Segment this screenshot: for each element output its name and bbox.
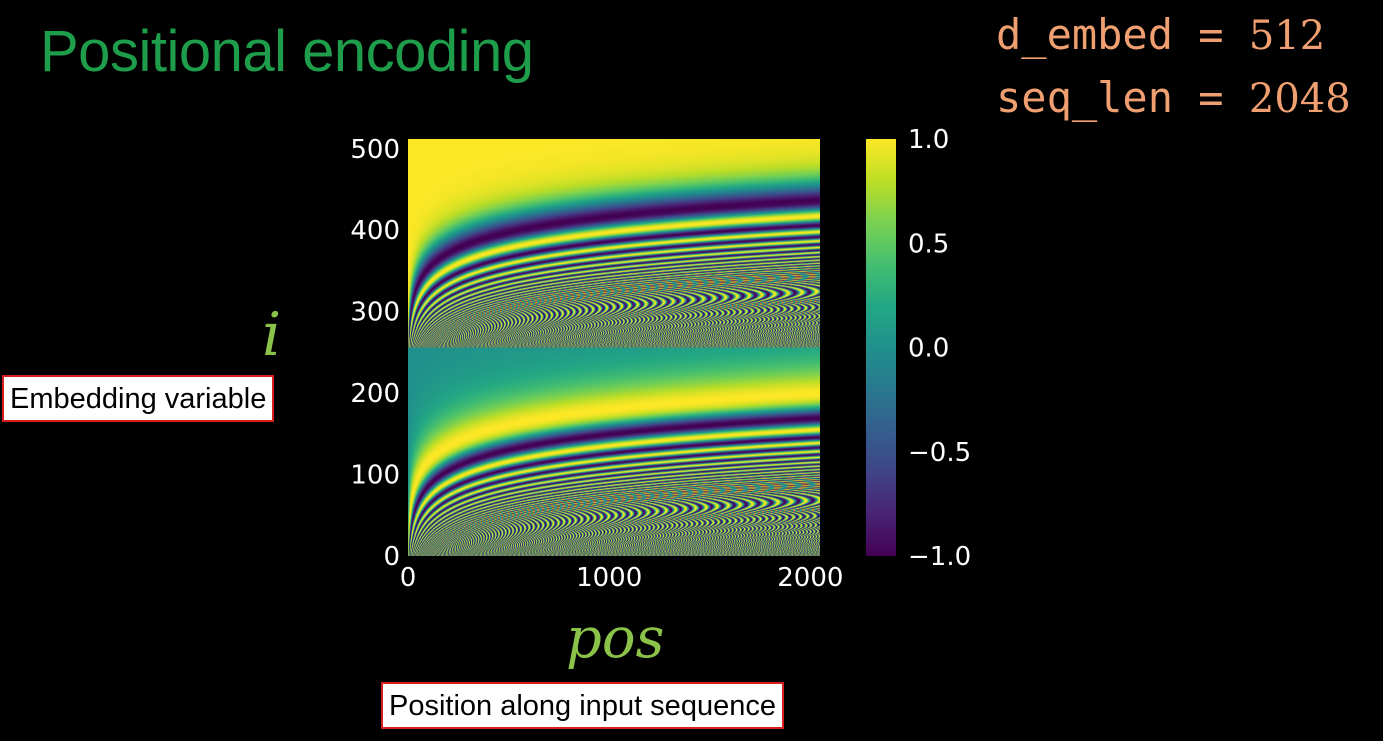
y-tick-label: 400 (350, 216, 400, 246)
x-tick-label: 0 (400, 563, 417, 593)
params-block: d_embed = 512 seq_len = 2048 (996, 4, 1351, 130)
y-tick-label: 500 (350, 135, 400, 165)
param-name: d_embed (996, 10, 1174, 59)
slide-title: Positional encoding (40, 19, 534, 84)
colorbar-tick-label: −1.0 (908, 542, 971, 572)
param-value: 2048 (1248, 76, 1351, 122)
x-caption-box: Position along input sequence (381, 682, 784, 729)
y-caption-box: Embedding variable (2, 375, 275, 422)
y-axis-ticks: 0 100 200 300 400 500 (350, 135, 400, 572)
x-symbol-pos: pos (566, 606, 665, 671)
y-tick-label: 300 (350, 298, 400, 328)
y-symbol-i: i (262, 300, 282, 370)
x-tick-label: 1000 (576, 563, 642, 593)
heatmap-image (408, 139, 820, 556)
param-d-embed: d_embed = 512 (996, 4, 1351, 67)
param-op: = (1173, 73, 1249, 122)
colorbar-tick-label: −0.5 (908, 438, 971, 468)
colorbar-tick-label: 0.5 (908, 229, 949, 259)
y-tick-label: 100 (350, 461, 400, 491)
param-seq-len: seq_len = 2048 (996, 67, 1351, 130)
colorbar (866, 139, 896, 556)
y-tick-label: 200 (350, 379, 400, 409)
y-tick-label: 0 (383, 542, 400, 572)
colorbar-tick-label: 1.0 (908, 125, 949, 155)
colorbar-ticks: 1.0 0.5 0.0 −0.5 −1.0 (908, 125, 971, 572)
param-op: = (1173, 10, 1249, 59)
x-axis-ticks: 0 1000 2000 (400, 563, 844, 593)
colorbar-tick-label: 0.0 (908, 334, 949, 364)
param-name: seq_len (996, 73, 1174, 122)
param-value: 512 (1248, 13, 1326, 59)
x-tick-label: 2000 (777, 563, 843, 593)
